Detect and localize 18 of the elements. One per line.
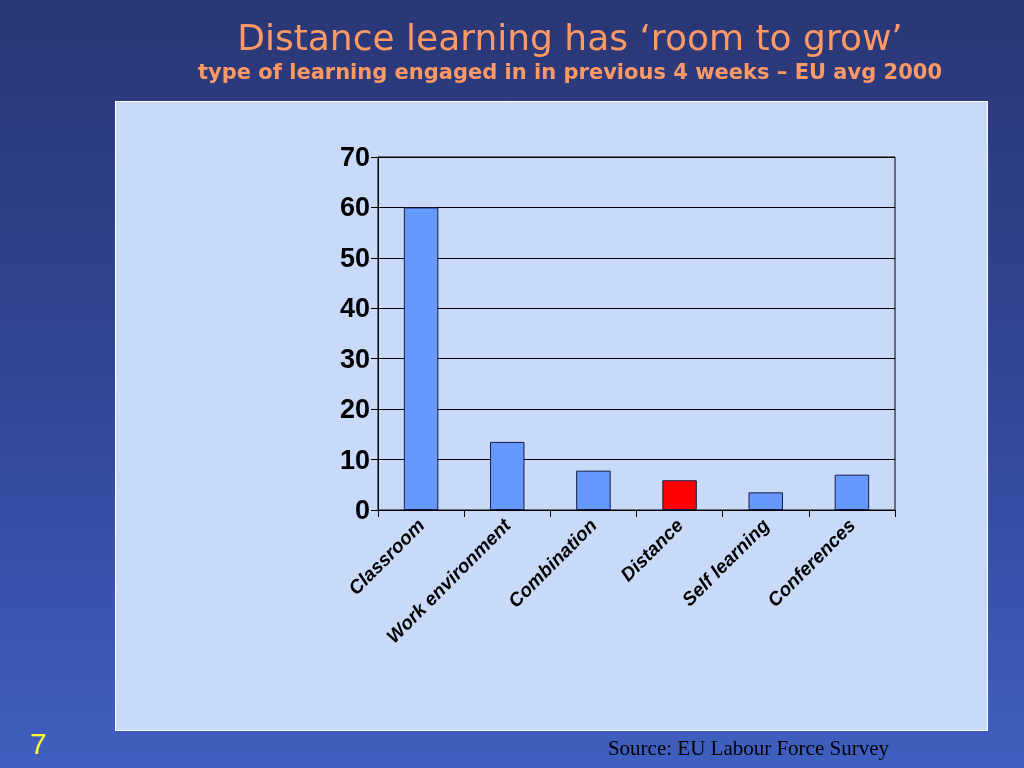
bar xyxy=(490,441,525,510)
y-tick-label: 10 xyxy=(339,444,370,475)
y-tick-label: 40 xyxy=(339,293,370,324)
y-tick-label: 60 xyxy=(339,192,370,223)
y-tick-label: 20 xyxy=(339,394,370,425)
bar xyxy=(748,492,783,510)
bar xyxy=(662,480,697,510)
y-tick-label: 70 xyxy=(339,142,370,172)
y-tick-label: 50 xyxy=(339,242,370,273)
bar xyxy=(834,474,870,510)
chart-subtitle: type of learning engaged in in previous 4 weeks – EU avg 2000 xyxy=(198,59,942,84)
y-tick-label: 30 xyxy=(339,343,370,374)
bar xyxy=(403,207,439,510)
bar xyxy=(576,470,611,510)
y-tick-label: 0 xyxy=(354,495,370,525)
text: 7 xyxy=(30,726,47,760)
source-note: Source: EU Labour Force Survey xyxy=(607,735,890,760)
chart-title: Distance learning has ‘room to grow’ xyxy=(237,16,903,58)
